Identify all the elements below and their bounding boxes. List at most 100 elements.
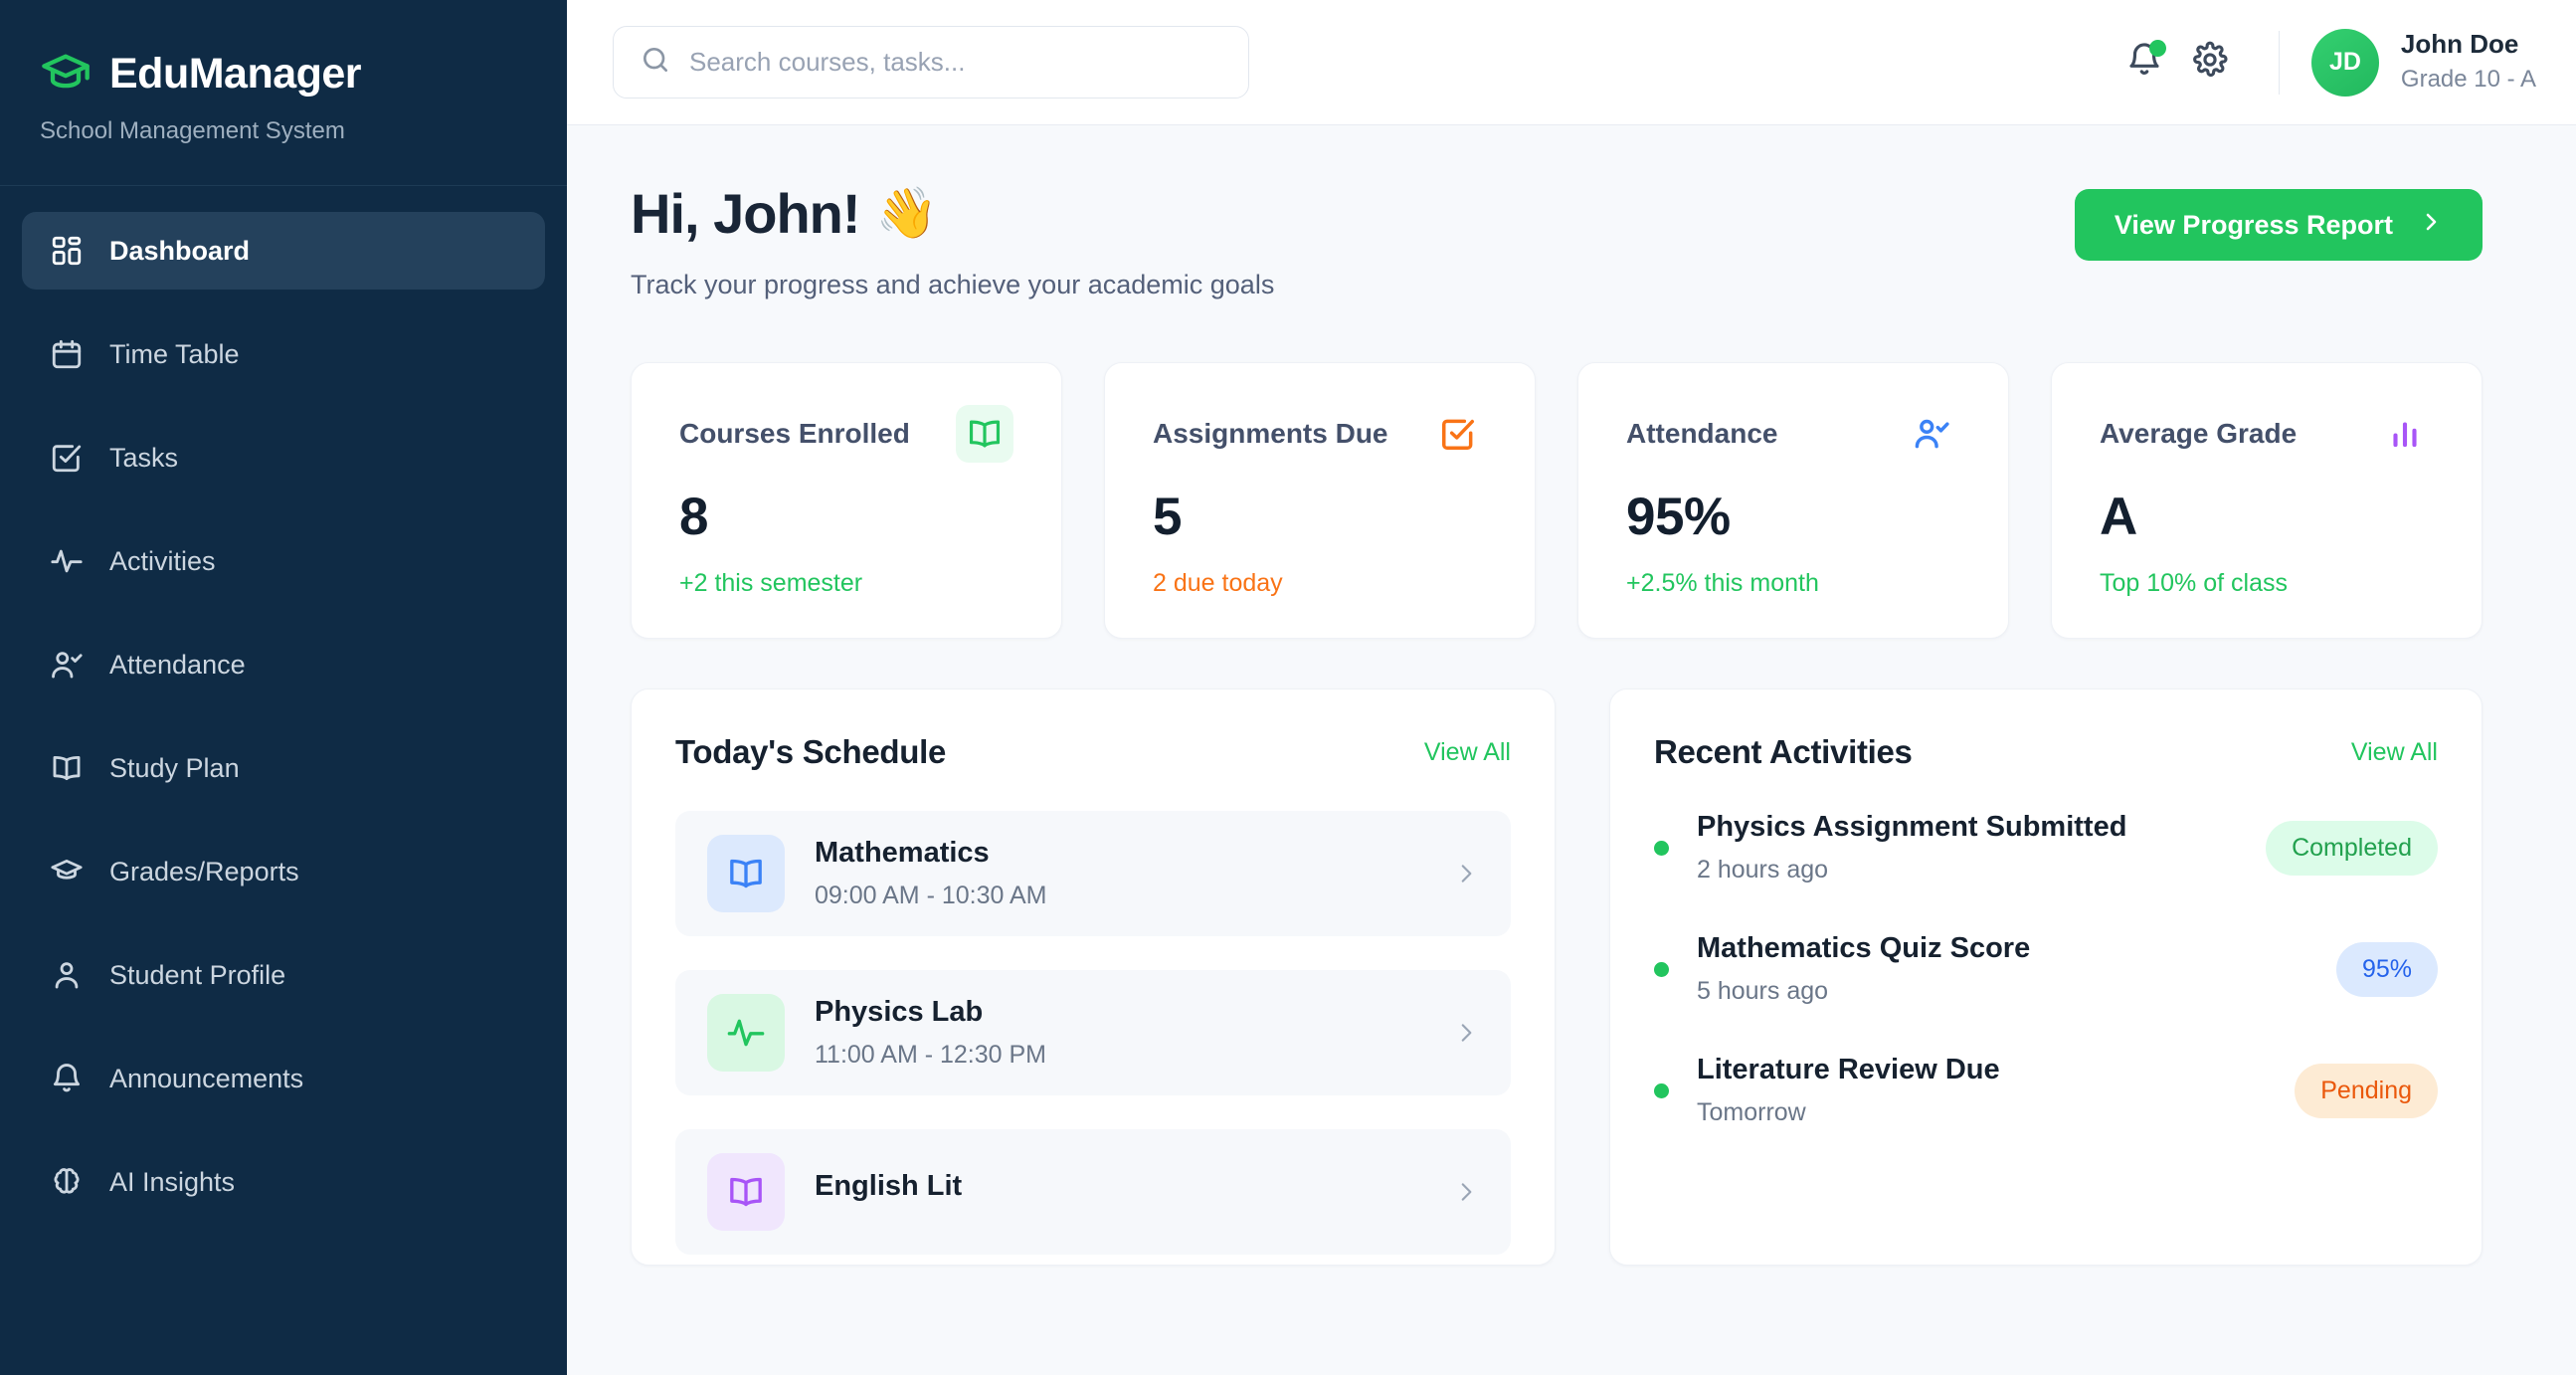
sidebar-item-grades-reports[interactable]: Grades/Reports: [22, 833, 545, 910]
activity-item[interactable]: Mathematics Quiz Score 5 hours ago 95%: [1654, 932, 2438, 1006]
user-check-icon: [50, 648, 84, 682]
check-square-icon: [1429, 405, 1487, 463]
chevron-right-icon: [2419, 210, 2443, 241]
stat-label: Attendance: [1626, 418, 1778, 449]
stat-label: Assignments Due: [1153, 418, 1388, 449]
sidebar-item-attendance[interactable]: Attendance: [22, 626, 545, 703]
activity-time: Tomorrow: [1697, 1098, 1806, 1126]
open-book-icon: [707, 835, 785, 912]
gear-icon: [2191, 41, 2229, 84]
open-book-icon: [707, 1153, 785, 1231]
stat-card-courses-enrolled[interactable]: Courses Enrolled 8 +2 this semester: [631, 362, 1062, 639]
schedule-item-text: Mathematics 09:00 AM - 10:30 AM: [815, 837, 1046, 910]
stat-delta: 2 due today: [1153, 569, 1283, 597]
schedule-item-name: Mathematics: [815, 837, 990, 869]
todays-schedule-panel: Today's Schedule View All Mathematics 09…: [631, 688, 1556, 1266]
brand-row[interactable]: EduManager: [40, 48, 527, 99]
sidebar-item-label: Grades/Reports: [109, 856, 299, 886]
stat-head: Attendance: [1626, 405, 1960, 463]
stat-card-average-grade[interactable]: Average Grade A Top 10% of class: [2051, 362, 2483, 639]
activity-pulse-icon: [707, 994, 785, 1072]
hero-section: Hi, John! 👋 Track your progress and achi…: [631, 181, 2483, 300]
sidebar-item-label: Student Profile: [109, 959, 286, 990]
schedule-item-text: Physics Lab 11:00 AM - 12:30 PM: [815, 996, 1046, 1070]
schedule-item[interactable]: Physics Lab 11:00 AM - 12:30 PM: [675, 970, 1511, 1095]
schedule-item[interactable]: Mathematics 09:00 AM - 10:30 AM: [675, 811, 1511, 936]
sidebar-item-ai-insights[interactable]: AI Insights: [22, 1143, 545, 1221]
chevron-right-icon[interactable]: [1453, 861, 1479, 886]
settings-button[interactable]: [2177, 30, 2243, 96]
hero-text: Hi, John! 👋 Track your progress and achi…: [631, 181, 1274, 300]
header-divider: [2278, 30, 2280, 95]
activity-pulse-icon: [50, 544, 84, 578]
bar-chart-icon: [2376, 405, 2434, 463]
calendar-icon: [50, 337, 84, 371]
sidebar-item-dashboard[interactable]: Dashboard: [22, 212, 545, 290]
stat-value: 5: [1153, 488, 1182, 546]
sidebar-item-student-profile[interactable]: Student Profile: [22, 936, 545, 1014]
graduation-cap-icon: [40, 48, 92, 99]
user-menu[interactable]: JD John Doe Grade 10 - A: [2310, 28, 2536, 97]
schedule-item[interactable]: English Lit: [675, 1129, 1511, 1255]
sidebar-item-time-table[interactable]: Time Table: [22, 315, 545, 393]
schedule-item-name: Physics Lab: [815, 996, 984, 1028]
stat-card-assignments-due[interactable]: Assignments Due 5 2 due today: [1104, 362, 1536, 639]
panel-head: Recent Activities View All: [1654, 733, 2438, 771]
avatar: JD: [2310, 28, 2379, 97]
sidebar-item-announcements[interactable]: Announcements: [22, 1040, 545, 1117]
stat-card-attendance[interactable]: Attendance 95% +2.5% this month: [1577, 362, 2009, 639]
activity-title: Mathematics Quiz Score: [1697, 932, 2031, 964]
stat-value: 8: [679, 488, 708, 546]
stat-label: Courses Enrolled: [679, 418, 910, 449]
open-book-icon: [50, 751, 84, 785]
sidebar-nav: Dashboard Time Table Tasks: [0, 186, 567, 1247]
activity-item[interactable]: Literature Review Due Tomorrow Pending: [1654, 1054, 2438, 1127]
user-role: Grade 10 - A: [2400, 66, 2536, 94]
greeting-text: Hi, John!: [631, 182, 861, 245]
sidebar-item-label: Tasks: [109, 442, 179, 473]
stat-delta: +2.5% this month: [1626, 569, 1819, 597]
search-input[interactable]: [689, 47, 1222, 78]
stat-value: A: [2100, 488, 2137, 546]
bell-icon: [2125, 41, 2163, 84]
notification-badge-dot: [2148, 39, 2166, 57]
activity-item[interactable]: Physics Assignment Submitted 2 hours ago…: [1654, 811, 2438, 884]
sidebar-item-tasks[interactable]: Tasks: [22, 419, 545, 496]
sidebar-divider: [0, 185, 567, 186]
sidebar: EduManager School Management System Dash…: [0, 0, 567, 1375]
schedule-view-all-link[interactable]: View All: [1423, 737, 1511, 766]
sidebar-item-study-plan[interactable]: Study Plan: [22, 729, 545, 807]
brand-tagline: School Management System: [40, 117, 345, 144]
waving-hand-icon: 👋: [875, 185, 938, 241]
view-progress-report-button[interactable]: View Progress Report: [2074, 189, 2483, 261]
sidebar-item-label: Time Table: [109, 338, 240, 369]
activities-view-all-link[interactable]: View All: [2350, 737, 2438, 766]
user-info: John Doe Grade 10 - A: [2401, 28, 2536, 96]
page-title: Hi, John! 👋: [631, 181, 1274, 246]
check-square-icon: [50, 441, 84, 475]
sidebar-item-label: Dashboard: [109, 235, 251, 266]
chevron-right-icon[interactable]: [1453, 1020, 1479, 1046]
open-book-icon: [956, 405, 1013, 463]
chevron-right-icon[interactable]: [1453, 1179, 1479, 1205]
main-area: JD John Doe Grade 10 - A Hi, John! 👋 Tra…: [567, 0, 2576, 1375]
schedule-item-text: English Lit: [815, 1170, 962, 1215]
stat-delta: Top 10% of class: [2100, 569, 2288, 597]
sidebar-item-activities[interactable]: Activities: [22, 522, 545, 600]
status-badge: 95%: [2335, 941, 2438, 997]
brain-icon: [50, 1165, 84, 1199]
stat-head: Average Grade: [2100, 405, 2434, 463]
top-header: JD John Doe Grade 10 - A: [567, 0, 2576, 125]
status-dot-icon: [1654, 1082, 1669, 1098]
schedule-item-time: 09:00 AM - 10:30 AM: [815, 882, 1047, 909]
dashboard-panels: Today's Schedule View All Mathematics 09…: [631, 688, 2483, 1266]
search-box[interactable]: [613, 26, 1249, 98]
activity-item-text: Literature Review Due Tomorrow: [1697, 1054, 2000, 1127]
user-check-icon: [1903, 405, 1960, 463]
grid-dashboard-icon: [50, 234, 84, 268]
brand-name: EduManager: [109, 49, 362, 98]
notifications-button[interactable]: [2112, 30, 2177, 96]
activity-title: Physics Assignment Submitted: [1697, 811, 2127, 843]
brand-block: EduManager School Management System: [0, 0, 567, 185]
stat-head: Courses Enrolled: [679, 405, 1013, 463]
